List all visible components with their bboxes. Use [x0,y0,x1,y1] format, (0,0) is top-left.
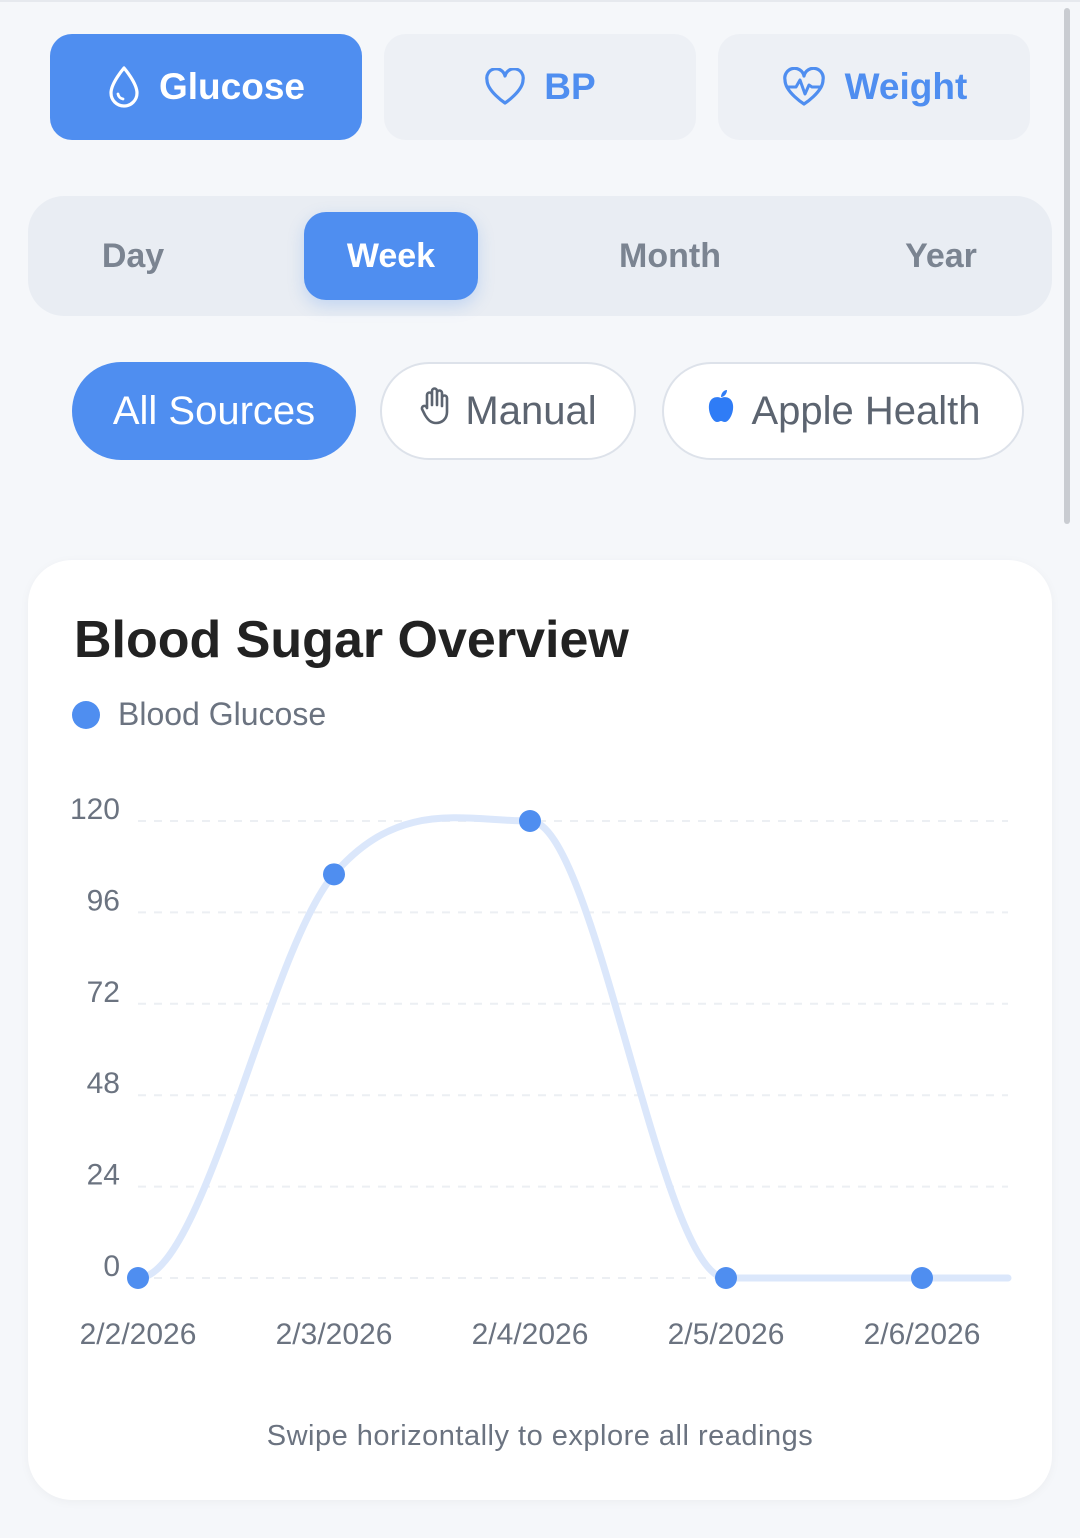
tab-weight[interactable]: Weight [718,34,1030,140]
series-line-blood-glucose [134,814,1012,1282]
heart-pulse-icon [781,67,827,107]
heart-icon [484,68,526,106]
source-manual-label: Manual [465,388,597,433]
source-all-chip[interactable]: All Sources [72,362,356,460]
hand-icon [419,386,451,436]
drop-icon [107,65,141,109]
legend-marker [72,700,100,729]
data-point [519,810,541,832]
data-point [715,1267,737,1289]
range-year[interactable]: Year [905,236,977,275]
tab-glucose-label: Glucose [159,66,305,107]
glucose-line-chart[interactable]: 120 96 72 48 24 0 2/2/2026 2/3/2026 2/4/2026 2/5/… [28,560,1052,1400]
apple-icon [705,387,737,435]
x-tick-label: 2/6/2026 [864,1318,981,1351]
legend-label: Blood Glucose [118,696,327,732]
x-tick-label: 2/4/2026 [472,1318,589,1351]
tab-weight-label: Weight [844,66,968,107]
tab-bp[interactable]: BP [384,34,696,140]
chart-legend: Blood Glucose [72,696,326,733]
top-divider [0,0,1080,2]
x-tick-label: 2/2/2026 [80,1318,197,1351]
data-point [323,863,345,886]
range-month[interactable]: Month [619,236,721,275]
y-tick-label: 0 [103,1250,120,1283]
range-week[interactable]: Week [304,212,478,300]
y-tick-label: 72 [87,976,120,1009]
tab-glucose[interactable]: Glucose [50,34,362,140]
y-tick-label: 120 [70,793,120,826]
data-point [127,1267,149,1289]
y-tick-label: 24 [87,1159,120,1192]
x-tick-label: 2/3/2026 [276,1318,393,1351]
range-day[interactable]: Day [101,236,165,275]
range-selector: Day Week Month Year [28,196,1052,316]
chart-card: Blood Sugar Overview Blood Glucose 120 96… [28,560,1052,1500]
scrollbar[interactable] [1064,8,1070,524]
x-tick-label: 2/5/2026 [668,1318,785,1351]
tab-bp-label: BP [544,66,596,107]
data-point [911,1267,933,1289]
source-apple-health-label: Apple Health [751,388,981,433]
card-title: Blood Sugar Overview [74,611,629,669]
source-apple-health-chip[interactable]: Apple Health [662,362,1024,460]
y-tick-label: 48 [87,1067,120,1100]
source-manual-chip[interactable]: Manual [380,362,636,460]
y-tick-label: 96 [87,884,120,917]
swipe-hint: Swipe horizontally to explore all readin… [266,1420,814,1452]
source-all-label: All Sources [112,388,316,433]
